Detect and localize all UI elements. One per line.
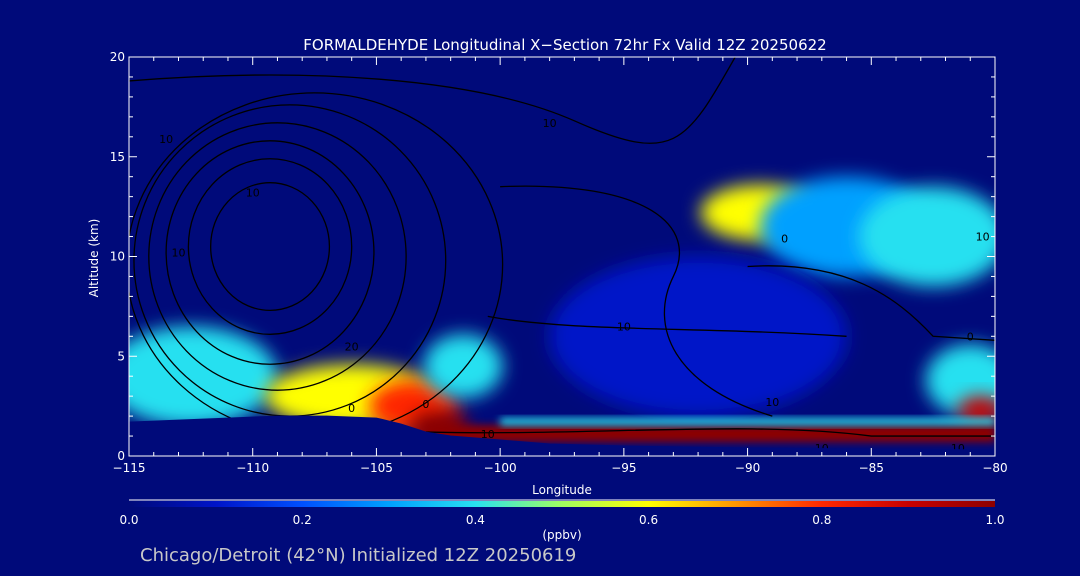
x-tick-label: −100 <box>484 461 517 475</box>
y-tick-label: 0 <box>117 449 125 463</box>
terrain <box>129 415 995 456</box>
contour-line-4 <box>487 315 847 337</box>
contour-label-0: 10 <box>159 133 173 146</box>
y-tick-label: 5 <box>117 349 125 363</box>
contour-ring-2 <box>165 140 375 365</box>
colorbar-tick-label: 0.0 <box>119 513 138 527</box>
y-tick-label: 15 <box>110 150 125 164</box>
contour-ring-3 <box>148 122 407 391</box>
field-blob-10 <box>957 396 995 425</box>
colorbar <box>129 501 995 507</box>
contour-label-10: 0 <box>781 233 788 246</box>
x-tick-label: −90 <box>735 461 760 475</box>
x-tick-label: −115 <box>113 461 146 475</box>
y-axis-label: Altitude (km) <box>87 219 101 298</box>
contour-label-6: 0 <box>422 398 429 411</box>
contour-line-0 <box>129 57 736 144</box>
contour-label-12: 10 <box>976 231 990 244</box>
x-tick-label: −110 <box>236 461 269 475</box>
contour-label-4: 20 <box>345 340 359 353</box>
field-band-1 <box>500 418 995 426</box>
contour-label-7: 10 <box>481 428 495 441</box>
field-band-0 <box>425 425 995 443</box>
x-tick-label: −95 <box>611 461 636 475</box>
y-tick-label: 20 <box>110 50 125 64</box>
colorbar-unit: (ppbv) <box>542 528 581 542</box>
contour-lines <box>129 57 995 437</box>
y-tick-label: 10 <box>110 250 125 264</box>
contour-ring-0 <box>210 182 331 312</box>
x-tick-label: −80 <box>982 461 1007 475</box>
field-blob-4 <box>423 334 503 399</box>
field-blob-0 <box>129 326 278 427</box>
contour-line-3 <box>425 428 995 437</box>
y-axis: 0 5 10 15 20 <box>110 50 995 463</box>
plot-area: 10101010200010101000101010 <box>129 57 995 456</box>
contour-label-9: 10 <box>765 396 779 409</box>
colorbar-tick-label: 0.4 <box>466 513 485 527</box>
contour-label-8: 10 <box>617 320 631 333</box>
colorbar-tick-label: 0.2 <box>293 513 312 527</box>
contour-ring-1 <box>187 158 353 335</box>
contour-line-1 <box>500 185 773 417</box>
x-tick-label: −105 <box>360 461 393 475</box>
contour-label-11: 0 <box>967 330 974 343</box>
x-tick-label: −85 <box>859 461 884 475</box>
field-blob-7 <box>858 186 995 287</box>
chart-title: FORMALDEHYDE Longitudinal X−Section 72hr… <box>303 36 826 54</box>
contour-label-5: 0 <box>348 402 355 415</box>
contour-line-2 <box>747 265 995 341</box>
colorbar-ticks: 0.0 0.2 0.4 0.6 0.8 1.0 <box>119 513 1004 527</box>
contour-label-2: 10 <box>171 247 185 260</box>
concentration-field <box>129 176 995 443</box>
field-blob-8 <box>549 256 847 417</box>
contour-labels: 10101010200010101000101010 <box>159 117 990 455</box>
colorbar-tick-label: 0.6 <box>639 513 658 527</box>
colorbar-tick-label: 1.0 <box>985 513 1004 527</box>
colorbar-tick-label: 0.8 <box>812 513 831 527</box>
x-axis: −115 −110 −105 −100 −95 −90 −85 −80 <box>113 57 1008 475</box>
contour-label-1: 10 <box>246 187 260 200</box>
x-axis-label: Longitude <box>532 483 592 497</box>
footer-caption: Chicago/Detroit (42°N) Initialized 12Z 2… <box>140 545 576 566</box>
contour-label-3: 10 <box>543 117 557 130</box>
